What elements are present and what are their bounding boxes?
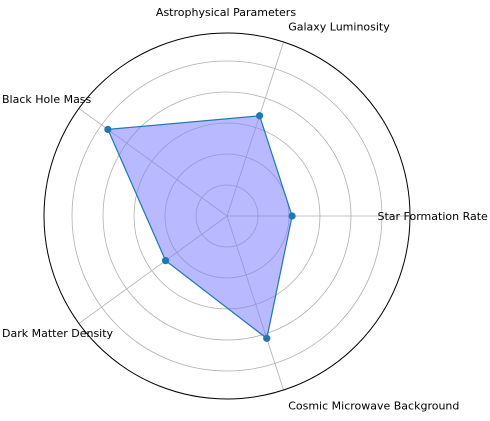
category-label: Galaxy Luminosity	[288, 21, 390, 34]
data-point	[255, 112, 264, 120]
category-label: Star Formation Rate	[378, 210, 489, 223]
series-line	[107, 115, 293, 340]
category-label: Dark Matter Density	[2, 327, 114, 340]
data-point	[104, 125, 112, 134]
category-label: Black Hole Mass	[2, 93, 92, 106]
data-point	[263, 334, 271, 342]
data-point	[288, 212, 296, 220]
category-label: Cosmic Microwave Background	[288, 399, 459, 412]
radar-series	[104, 112, 296, 342]
chart-title: Astrophysical Parameters	[156, 6, 296, 19]
series-area	[107, 115, 293, 339]
polar-spine	[43, 32, 411, 400]
category-labels: Star Formation Rate Galaxy Luminosity Blac…	[2, 21, 488, 413]
data-point	[161, 257, 170, 265]
